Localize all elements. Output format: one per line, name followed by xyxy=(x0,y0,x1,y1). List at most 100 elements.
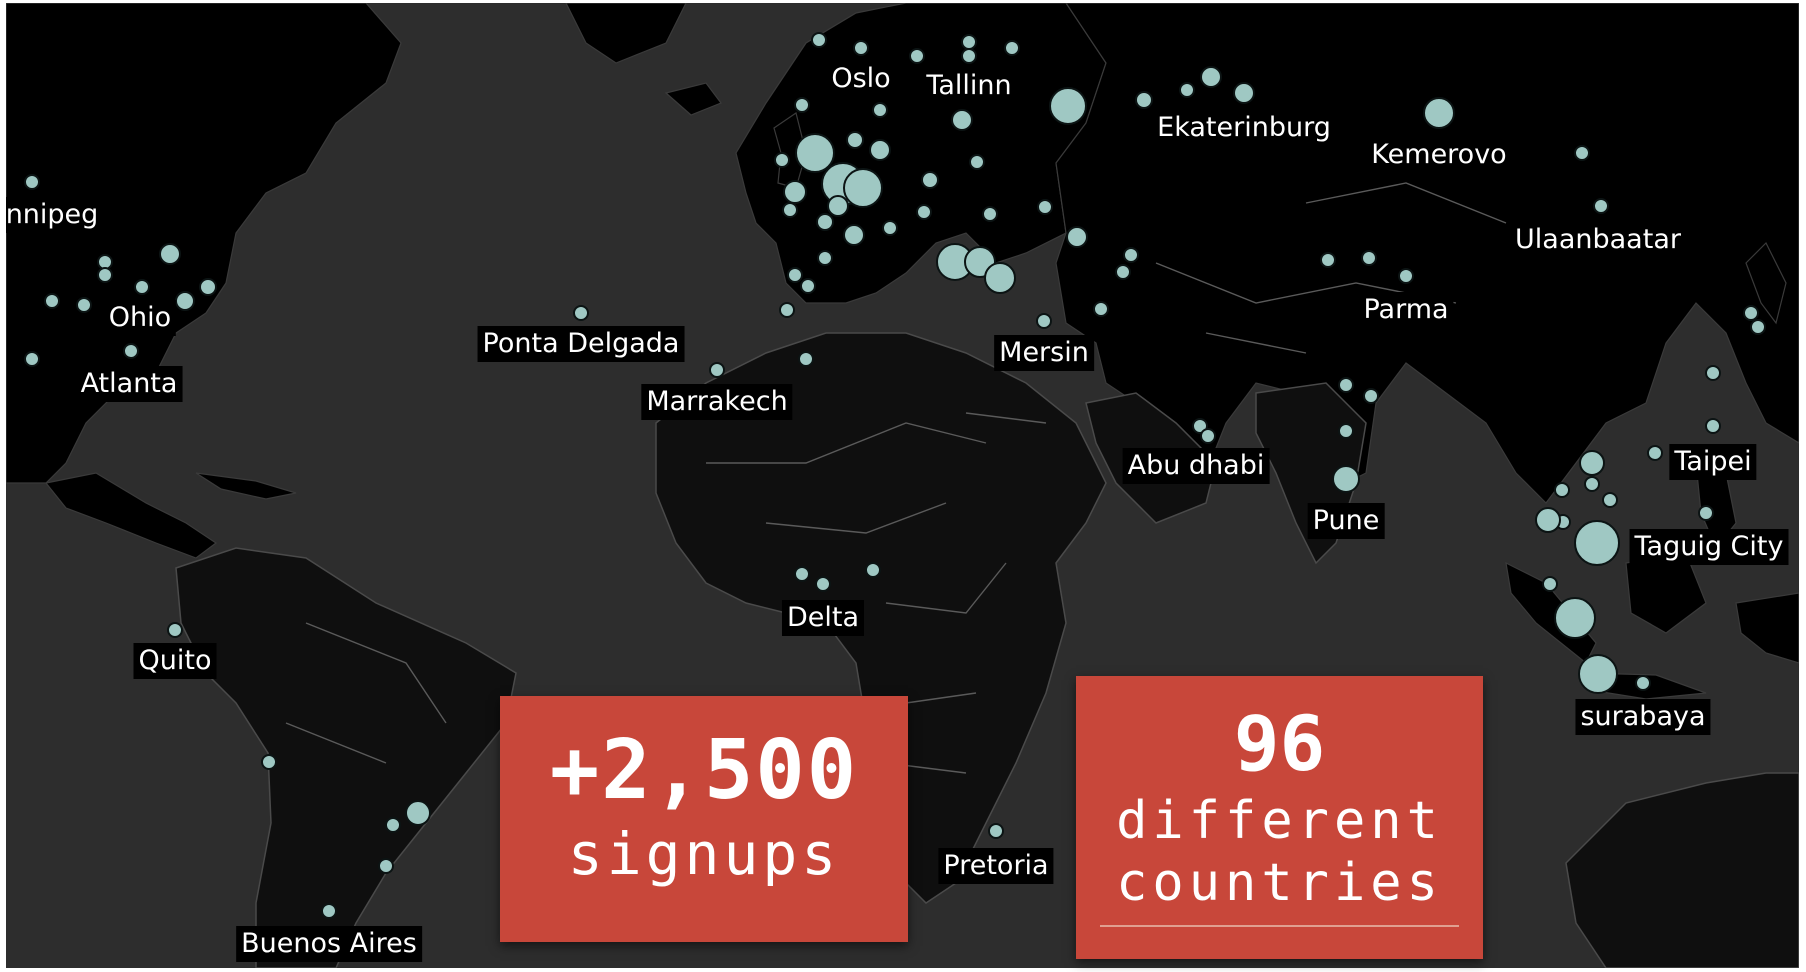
signup-marker[interactable] xyxy=(134,279,150,295)
signup-marker[interactable] xyxy=(1338,423,1354,439)
signup-marker[interactable] xyxy=(709,362,725,378)
signup-marker[interactable] xyxy=(794,97,810,113)
signup-marker[interactable] xyxy=(951,109,973,131)
signup-marker[interactable] xyxy=(1332,465,1360,493)
signup-marker[interactable] xyxy=(1066,226,1088,248)
signup-marker[interactable] xyxy=(817,250,833,266)
signup-marker[interactable] xyxy=(76,297,92,313)
signup-marker[interactable] xyxy=(988,823,1004,839)
signup-marker[interactable] xyxy=(865,562,881,578)
signup-marker[interactable] xyxy=(175,291,195,311)
signup-marker[interactable] xyxy=(783,180,807,204)
signup-marker[interactable] xyxy=(811,32,827,48)
signup-marker[interactable] xyxy=(794,566,810,582)
signup-marker[interactable] xyxy=(1593,198,1609,214)
countries-label-different: different xyxy=(1116,791,1443,851)
signup-marker[interactable] xyxy=(167,622,183,638)
landmass-iceland xyxy=(664,82,722,116)
signup-marker[interactable] xyxy=(1584,476,1600,492)
signup-marker[interactable] xyxy=(1602,492,1618,508)
signup-marker[interactable] xyxy=(1115,264,1131,280)
signup-marker[interactable] xyxy=(1578,654,1618,694)
signup-marker[interactable] xyxy=(385,817,401,833)
signup-marker[interactable] xyxy=(378,858,394,874)
signup-marker[interactable] xyxy=(1574,520,1620,566)
signup-marker[interactable] xyxy=(1049,87,1087,125)
signup-marker[interactable] xyxy=(1037,199,1053,215)
signup-marker[interactable] xyxy=(846,131,864,149)
signup-marker[interactable] xyxy=(123,343,139,359)
signup-marker[interactable] xyxy=(1338,377,1354,393)
signup-marker[interactable] xyxy=(1233,82,1255,104)
signup-marker[interactable] xyxy=(573,305,589,321)
signup-marker[interactable] xyxy=(159,243,181,265)
signup-marker[interactable] xyxy=(1579,450,1605,476)
signup-marker[interactable] xyxy=(779,302,795,318)
signup-marker[interactable] xyxy=(872,102,888,118)
signup-marker[interactable] xyxy=(405,800,431,826)
countries-label-countries: countries xyxy=(1116,853,1443,913)
signup-marker[interactable] xyxy=(787,267,803,283)
signup-marker[interactable] xyxy=(827,195,849,217)
signup-marker[interactable] xyxy=(1004,40,1020,56)
signup-marker[interactable] xyxy=(909,48,925,64)
signup-marker[interactable] xyxy=(816,213,834,231)
signup-marker[interactable] xyxy=(1635,675,1651,691)
landmass-borneo xyxy=(1625,552,1707,634)
signup-marker[interactable] xyxy=(882,220,898,236)
city-label: Taguig City xyxy=(1629,529,1789,565)
signup-marker[interactable] xyxy=(969,154,985,170)
signup-marker[interactable] xyxy=(1200,66,1222,88)
signup-marker[interactable] xyxy=(782,202,798,218)
signup-marker[interactable] xyxy=(800,278,816,294)
world-map[interactable]: nnipeg Ohio Atlanta Ponta Delgada Marrakech O… xyxy=(6,3,1799,968)
signup-marker[interactable] xyxy=(1361,250,1377,266)
signup-marker[interactable] xyxy=(774,152,790,168)
signup-marker[interactable] xyxy=(199,278,217,296)
signup-marker[interactable] xyxy=(1135,91,1153,109)
signup-marker[interactable] xyxy=(1574,145,1590,161)
city-label: Marrakech xyxy=(641,384,793,420)
signup-marker[interactable] xyxy=(1743,305,1759,321)
signup-marker[interactable] xyxy=(1036,313,1052,329)
signup-marker[interactable] xyxy=(1542,576,1558,592)
signup-marker[interactable] xyxy=(1750,319,1766,335)
countries-underline xyxy=(1100,925,1459,927)
signup-marker[interactable] xyxy=(97,267,113,283)
signup-marker[interactable] xyxy=(984,262,1016,294)
signup-marker[interactable] xyxy=(961,48,977,64)
signup-marker[interactable] xyxy=(798,351,814,367)
signup-marker[interactable] xyxy=(1705,418,1721,434)
signup-marker[interactable] xyxy=(1647,445,1663,461)
signup-marker[interactable] xyxy=(1535,507,1561,533)
signup-marker[interactable] xyxy=(44,293,60,309)
signup-marker[interactable] xyxy=(1320,252,1336,268)
signup-marker[interactable] xyxy=(843,224,865,246)
signup-marker[interactable] xyxy=(1698,505,1714,521)
landmass-north-america xyxy=(6,3,402,484)
signup-marker[interactable] xyxy=(321,903,337,919)
signup-marker[interactable] xyxy=(1705,365,1721,381)
signup-marker[interactable] xyxy=(869,139,891,161)
signup-marker[interactable] xyxy=(916,204,932,220)
signup-marker[interactable] xyxy=(843,168,883,208)
landmass-caribbean xyxy=(195,472,297,500)
signup-marker[interactable] xyxy=(1093,301,1109,317)
signup-marker[interactable] xyxy=(1179,82,1195,98)
signup-marker[interactable] xyxy=(1200,428,1216,444)
signup-marker[interactable] xyxy=(1423,97,1455,129)
signup-marker[interactable] xyxy=(261,754,277,770)
signup-marker[interactable] xyxy=(921,171,939,189)
signup-marker[interactable] xyxy=(1363,388,1379,404)
signup-marker[interactable] xyxy=(1123,247,1139,263)
signup-marker[interactable] xyxy=(815,576,831,592)
signup-marker[interactable] xyxy=(853,40,869,56)
city-label: Ponta Delgada xyxy=(477,326,685,362)
signup-marker[interactable] xyxy=(1554,597,1596,639)
signup-marker[interactable] xyxy=(24,351,40,367)
signup-marker[interactable] xyxy=(982,206,998,222)
landmass-greenland xyxy=(565,3,687,64)
signup-marker[interactable] xyxy=(1554,482,1570,498)
signup-marker[interactable] xyxy=(1398,268,1414,284)
signup-marker[interactable] xyxy=(24,174,40,190)
